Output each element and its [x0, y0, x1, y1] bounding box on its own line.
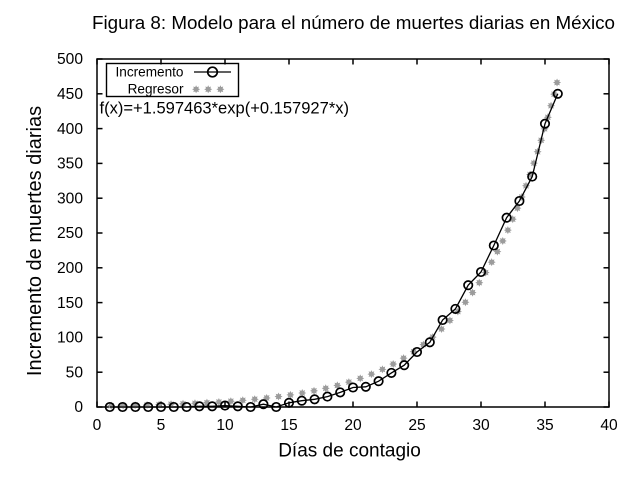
svg-text:50: 50: [66, 364, 84, 381]
svg-text:450: 450: [57, 86, 83, 103]
svg-text:5: 5: [157, 417, 166, 434]
svg-text:350: 350: [57, 156, 83, 173]
svg-text:10: 10: [216, 417, 234, 434]
svg-text:15: 15: [280, 417, 298, 434]
svg-text:Incremento de muertes diarias: Incremento de muertes diarias: [24, 106, 46, 376]
svg-text:Regresor: Regresor: [128, 82, 184, 97]
svg-text:Días de contagio: Días de contagio: [278, 441, 421, 462]
svg-text:150: 150: [57, 295, 83, 312]
svg-text:250: 250: [57, 225, 83, 242]
svg-text:40: 40: [600, 417, 618, 434]
svg-text:400: 400: [57, 121, 83, 138]
svg-text:Figura 8: Modelo para el númer: Figura 8: Modelo para el número de muert…: [92, 12, 615, 33]
svg-text:30: 30: [472, 417, 490, 434]
svg-text:500: 500: [57, 51, 83, 68]
svg-text:35: 35: [536, 417, 554, 434]
svg-text:100: 100: [57, 330, 83, 347]
svg-text:200: 200: [57, 260, 83, 277]
svg-text:300: 300: [57, 190, 83, 207]
svg-text:Incremento: Incremento: [115, 65, 183, 80]
svg-text:f(x)=+1.597463*exp(+0.157927*x: f(x)=+1.597463*exp(+0.157927*x): [100, 98, 350, 117]
svg-text:25: 25: [408, 417, 426, 434]
svg-text:0: 0: [74, 399, 83, 416]
svg-text:20: 20: [344, 417, 362, 434]
svg-text:0: 0: [93, 417, 102, 434]
